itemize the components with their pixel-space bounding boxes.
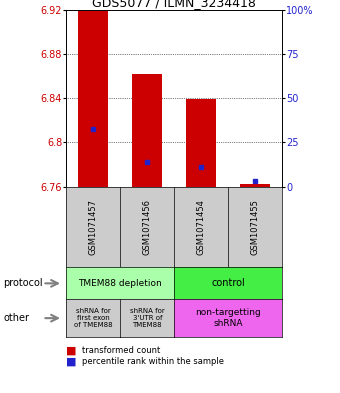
Text: GSM1071457: GSM1071457 bbox=[89, 199, 98, 255]
Text: protocol: protocol bbox=[3, 278, 43, 288]
Bar bbox=[79, 11, 108, 187]
Bar bbox=[132, 74, 162, 187]
Text: shRNA for
3'UTR of
TMEM88: shRNA for 3'UTR of TMEM88 bbox=[130, 308, 165, 328]
Text: ■: ■ bbox=[66, 356, 77, 366]
Text: percentile rank within the sample: percentile rank within the sample bbox=[82, 357, 224, 365]
Bar bbox=[186, 99, 216, 187]
Text: ■: ■ bbox=[66, 345, 77, 355]
Text: control: control bbox=[211, 278, 245, 288]
Text: shRNA for
first exon
of TMEM88: shRNA for first exon of TMEM88 bbox=[74, 308, 113, 328]
Bar bbox=[240, 184, 270, 187]
Text: transformed count: transformed count bbox=[82, 346, 160, 354]
Text: GSM1071455: GSM1071455 bbox=[251, 199, 260, 255]
Title: GDS5077 / ILMN_3234418: GDS5077 / ILMN_3234418 bbox=[92, 0, 256, 9]
Text: non-targetting
shRNA: non-targetting shRNA bbox=[195, 309, 261, 328]
Text: TMEM88 depletion: TMEM88 depletion bbox=[79, 279, 162, 288]
Text: GSM1071456: GSM1071456 bbox=[143, 199, 152, 255]
Text: other: other bbox=[3, 313, 29, 323]
Text: GSM1071454: GSM1071454 bbox=[197, 199, 206, 255]
